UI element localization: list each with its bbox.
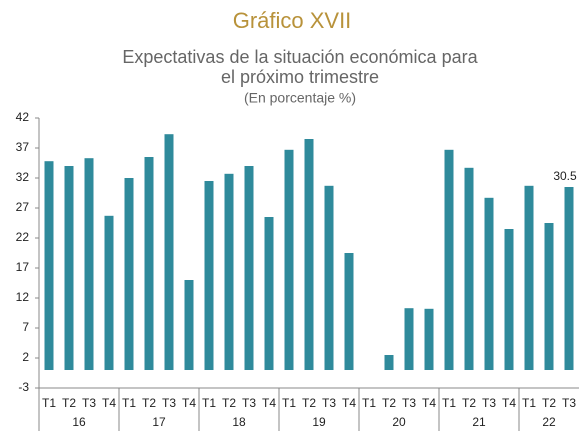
y-tick-label: 12 [16,290,30,304]
x-tick-label: T1 [122,396,136,410]
x-tick-label: T1 [362,396,376,410]
x-tick-label: T4 [502,396,516,410]
y-tick-label: 32 [16,170,30,184]
bar [104,215,114,370]
bar [224,173,234,370]
bar [284,149,294,370]
x-tick-label: T1 [42,396,56,410]
data-label: 30.5 [553,169,577,183]
y-tick-label: -3 [18,380,29,394]
group-label: 20 [392,415,406,429]
y-tick-label: 42 [16,110,30,124]
x-tick-label: T3 [82,396,96,410]
bar [404,308,414,370]
x-tick-label: T2 [222,396,236,410]
bar [64,166,74,370]
bar [124,178,134,370]
bar [264,217,274,370]
group-label: 17 [152,415,166,429]
x-tick-label: T3 [562,396,576,410]
bar [304,139,314,370]
bar [44,161,54,370]
bar [464,167,474,370]
group-label: 18 [232,415,246,429]
group-label: 19 [312,415,326,429]
x-tick-label: T3 [322,396,336,410]
unit-note: (En porcentaje %) [244,90,356,106]
y-tick-label: 22 [16,230,30,244]
chart-subtitle: el próximo trimestre [221,67,379,87]
x-tick-label: T3 [242,396,256,410]
group-label: 22 [542,415,556,429]
y-tick-label: 27 [16,200,30,214]
x-tick-label: T2 [382,396,396,410]
bar [164,134,174,370]
group-label: 21 [472,415,486,429]
x-tick-label: T3 [162,396,176,410]
bar [204,181,214,370]
x-tick-label: T4 [422,396,436,410]
x-tick-label: T4 [342,396,356,410]
bar [84,158,94,370]
group-label: 16 [72,415,86,429]
bar [324,185,334,370]
x-tick-label: T2 [62,396,76,410]
y-tick-label: 7 [22,320,29,334]
chart-subtitle: Expectativas de la situación económica p… [122,47,478,67]
x-tick-label: T2 [142,396,156,410]
y-tick-label: 17 [16,260,30,274]
x-tick-label: T2 [302,396,316,410]
x-tick-label: T2 [542,396,556,410]
bar [144,157,154,370]
bar [524,185,534,370]
x-tick-label: T1 [282,396,296,410]
bar [344,253,354,370]
x-tick-label: T1 [522,396,536,410]
bar [424,308,434,370]
bar [504,229,514,370]
bar [244,166,254,370]
y-tick-label: 37 [16,140,30,154]
chart-title: Gráfico XVII [233,8,352,33]
x-tick-label: T4 [262,396,276,410]
bar [564,187,574,370]
x-tick-label: T2 [462,396,476,410]
bar [544,223,554,370]
bar [444,149,454,370]
x-tick-label: T4 [182,396,196,410]
x-tick-label: T3 [482,396,496,410]
x-tick-label: T1 [442,396,456,410]
bar [384,355,394,370]
x-tick-label: T1 [202,396,216,410]
bar [484,197,494,370]
bar [184,280,194,370]
y-tick-label: 2 [22,350,29,364]
x-tick-label: T3 [402,396,416,410]
x-tick-label: T4 [102,396,116,410]
